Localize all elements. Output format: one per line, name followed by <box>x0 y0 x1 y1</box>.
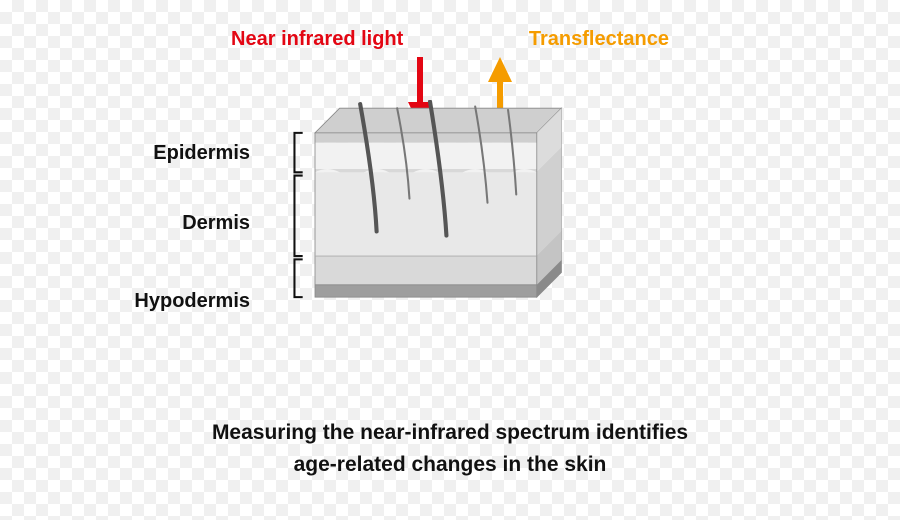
bracket-hypodermis <box>294 259 302 297</box>
layer-dermis <box>315 172 537 256</box>
nir-label: Near infrared light <box>231 28 403 50</box>
dermis-label: Dermis <box>182 212 250 235</box>
block-top-face <box>315 108 561 133</box>
layer-hypodermis-top <box>315 256 537 285</box>
transflectance-label: Transflectance <box>529 28 669 50</box>
caption-line-1: Measuring the near-infrared spectrum ide… <box>0 417 900 449</box>
bracket-dermis <box>294 176 302 256</box>
caption-line-2: age-related changes in the skin <box>0 449 900 481</box>
layer-epidermis <box>315 143 537 173</box>
layer-hypodermis-bot <box>315 285 537 297</box>
bracket-epidermis <box>294 133 302 172</box>
trf-arrow-head <box>488 57 512 82</box>
skin-block <box>280 100 580 330</box>
caption: Measuring the near-infrared spectrum ide… <box>0 417 900 480</box>
epidermis-label: Epidermis <box>153 142 250 165</box>
top-labels: Near infrared light Transflectance <box>0 28 900 51</box>
hypodermis-label: Hypodermis <box>134 290 250 313</box>
brackets <box>294 133 302 297</box>
layer-epidermis-surface <box>315 133 537 143</box>
